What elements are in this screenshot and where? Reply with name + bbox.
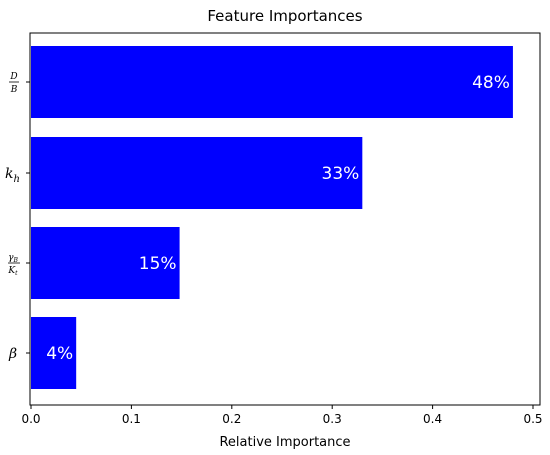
bar-beta	[31, 317, 77, 389]
svg-text:kh: kh	[5, 166, 20, 185]
bar-value-label-k_h: 33%	[322, 164, 360, 184]
svg-text:β: β	[8, 346, 17, 362]
x-tick-label-4: 0.4	[423, 412, 442, 426]
y-tick-label-beta: β	[8, 346, 17, 362]
x-axis: 0.0 0.1 0.2 0.3 0.4 0.5	[21, 405, 543, 426]
x-tick-label-3: 0.3	[323, 412, 342, 426]
bar-value-label-gammaB_over_Kt: 15%	[139, 254, 177, 274]
x-tick-label-2: 0.2	[222, 412, 241, 426]
svg-text:B: B	[10, 85, 18, 95]
x-axis-label: Relative Importance	[219, 435, 350, 450]
bar-k_h	[31, 137, 363, 209]
svg-text:D: D	[9, 72, 17, 82]
y-tick-label-k_h: kh	[5, 166, 20, 185]
chart-title: Feature Importances	[207, 7, 362, 25]
x-tick-label-1: 0.1	[122, 412, 141, 426]
bar-value-label-beta: 4%	[46, 344, 73, 364]
x-tick-label-0: 0.0	[21, 412, 40, 426]
y-tick-label-gammaB_over_Kt: γB Kt	[7, 253, 20, 277]
svg-text:γB: γB	[8, 253, 18, 264]
svg-text:Kt: Kt	[7, 266, 18, 277]
y-tick-label-D_over_B: DB	[9, 72, 19, 95]
bar-D_over_B	[31, 46, 513, 118]
bar-gammaB_over_Kt	[31, 227, 180, 299]
bar-value-label-D_over_B: 48%	[472, 73, 510, 93]
x-tick-label-5: 0.5	[523, 412, 542, 426]
plot-frame	[29, 32, 541, 406]
bars-layer: 48% 33% 15% 4%	[31, 46, 513, 389]
